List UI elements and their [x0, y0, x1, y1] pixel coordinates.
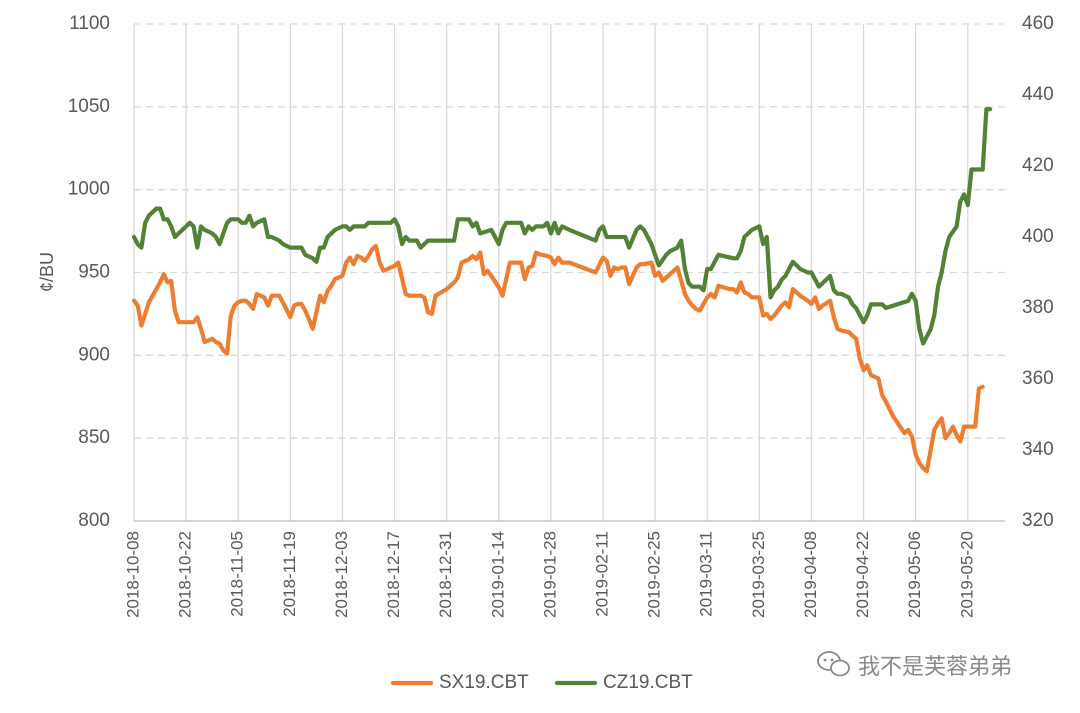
y-tick-label: 900 [78, 344, 110, 365]
y2-tick-label: 440 [1022, 84, 1054, 105]
x-tick-label: 2019-05-20 [957, 531, 976, 618]
y-axis-right: 320 340 360 380 400 420 440 460 [1022, 13, 1054, 531]
x-tick-label: 2018-11-19 [280, 531, 299, 617]
legend-item: CZ19.CBT [554, 672, 693, 693]
legend-label: SX19.CBT [439, 672, 529, 693]
x-tick-label: 2018-12-31 [436, 531, 455, 618]
x-tick-label: 2019-02-25 [645, 531, 664, 618]
y2-tick-label: 400 [1022, 226, 1054, 247]
y-tick-label: 1100 [69, 13, 110, 34]
y2-tick-label: 380 [1022, 297, 1054, 318]
y-tick-label: 1050 [68, 96, 110, 117]
x-tick-label: 2019-03-25 [749, 531, 768, 618]
x-tick-label: 2019-01-28 [540, 531, 559, 618]
watermark: 我不是芙蓉弟弟 [817, 651, 1012, 680]
x-tick-label: 2019-01-14 [488, 531, 507, 618]
y2-tick-label: 320 [1022, 510, 1054, 531]
y2-tick-label: 360 [1022, 368, 1054, 389]
x-tick-label: 2018-10-22 [176, 531, 195, 618]
x-tick-label: 2018-10-08 [123, 531, 142, 618]
x-tick-label: 2019-03-11 [697, 531, 716, 617]
y2-tick-label: 340 [1022, 439, 1054, 460]
series-line-cz19-cbt [131, 107, 993, 346]
x-tick-label: 2019-05-06 [905, 531, 924, 618]
series-line-sx19-cbt [131, 243, 985, 474]
legend: SX19.CBT CZ19.CBT [390, 672, 693, 693]
x-tick-label: 2019-04-08 [801, 531, 820, 618]
series-layer [131, 107, 993, 474]
y-tick-label: 850 [78, 427, 110, 448]
y-axis-title: ¢/BU [37, 252, 57, 292]
x-tick-label: 2018-11-05 [228, 531, 247, 617]
y-tick-label: 800 [78, 510, 110, 531]
chat-bubble-icon [817, 651, 850, 677]
x-axis: 2018-10-08 2018-10-22 2018-11-05 2018-11-19… [123, 531, 976, 618]
watermark-text: 我不是芙蓉弟弟 [858, 655, 1012, 680]
y-tick-label: 950 [78, 262, 110, 283]
y2-tick-label: 460 [1022, 13, 1054, 34]
x-tick-label: 2018-12-03 [332, 531, 351, 618]
y-axis-left: 800 850 900 950 1000 1050 1100 [68, 13, 110, 531]
y2-tick-label: 420 [1022, 155, 1054, 176]
grid [133, 23, 1005, 522]
x-tick-label: 2018-12-17 [384, 531, 403, 618]
legend-item: SX19.CBT [390, 672, 529, 693]
y-tick-label: 1000 [68, 179, 110, 200]
x-tick-label: 2019-04-22 [853, 531, 872, 618]
x-tick-label: 2019-02-11 [592, 531, 611, 617]
legend-label: CZ19.CBT [603, 672, 693, 693]
